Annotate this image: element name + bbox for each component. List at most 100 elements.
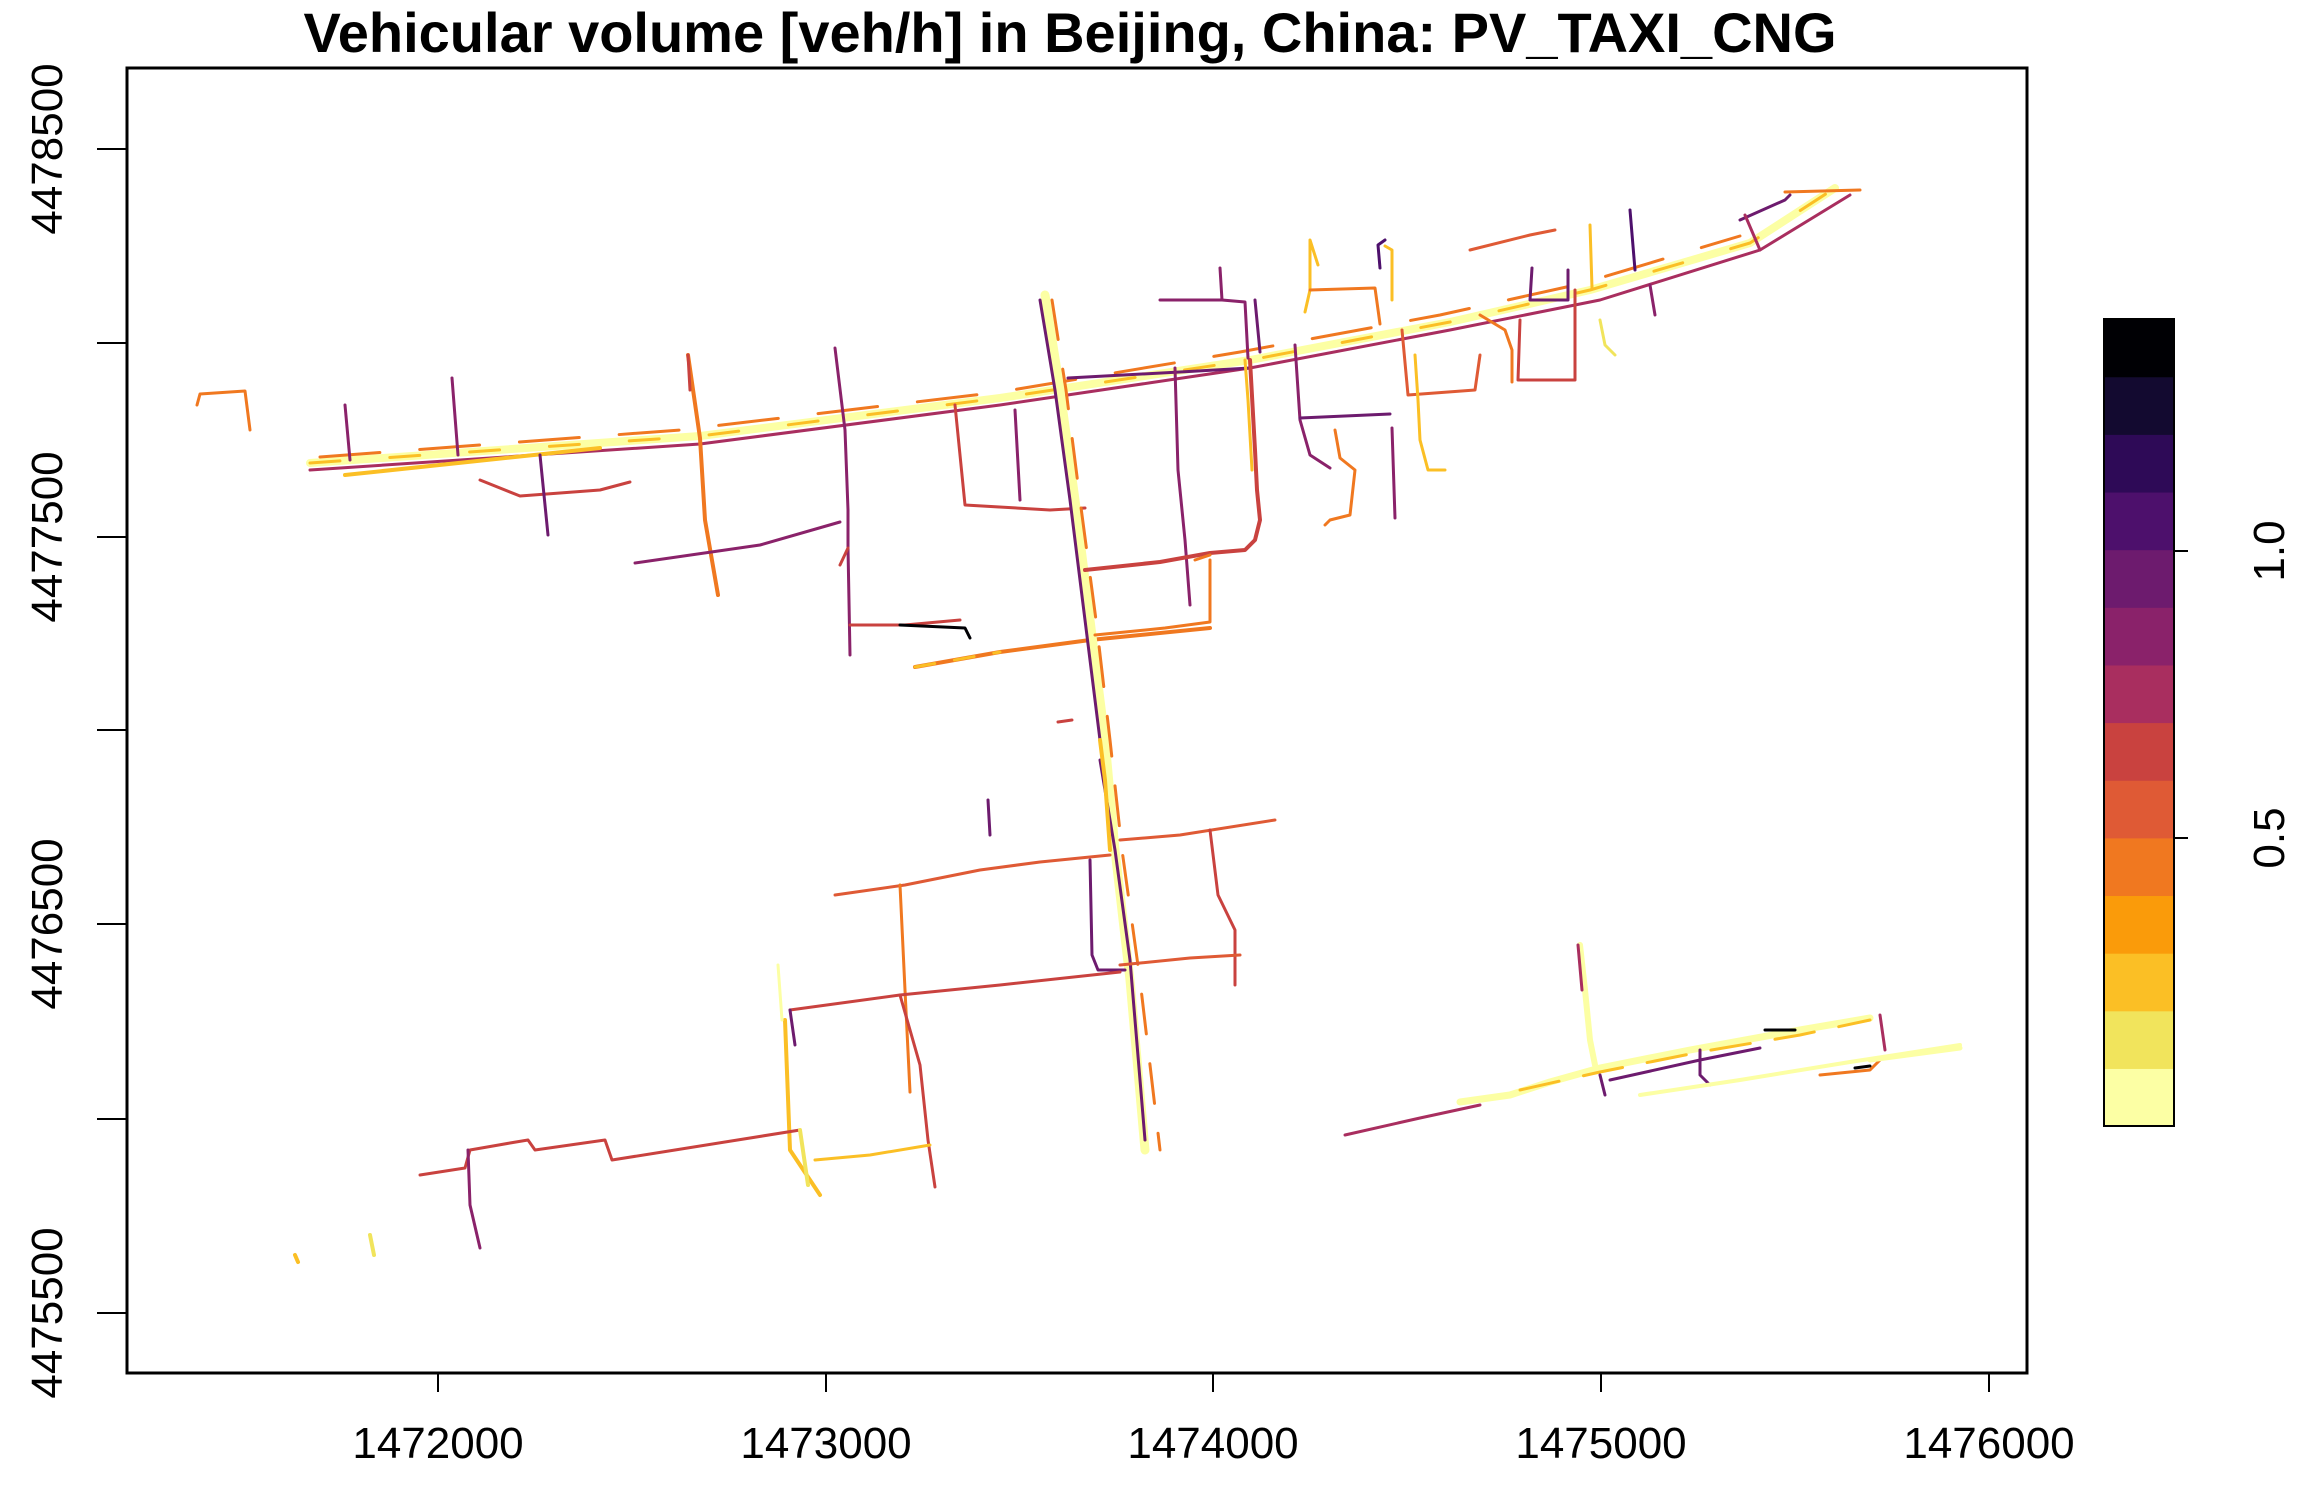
plot-frame: [125, 66, 2029, 1375]
x-tick-label: 1473000: [740, 1419, 911, 1468]
road-segment: [898, 883, 912, 1094]
x-tick-label: 1472000: [352, 1419, 523, 1468]
road-segment: [478, 478, 632, 498]
legend-swatch: [2104, 319, 2174, 378]
road-segment: [1218, 266, 1250, 360]
legend-tick-label: 0.5: [2245, 807, 2294, 868]
road-segment: [1783, 188, 1862, 194]
road-segment: [783, 1018, 822, 1197]
road-segment: [986, 798, 992, 837]
road-segment: [1040, 290, 1150, 1155]
road-segment: [293, 1253, 300, 1264]
legend-swatch: [2104, 895, 2174, 954]
road-segment: [466, 1148, 482, 1250]
road-segment: [1208, 828, 1237, 987]
road-segment: [1598, 318, 1617, 357]
road-segment: [1323, 428, 1357, 527]
road-segment: [1468, 228, 1557, 252]
road-segment: [1743, 213, 1762, 252]
x-axis: 1472000 1473000 1474000 1475000 1476000: [352, 1372, 2075, 1468]
road-segment: [1066, 366, 1252, 380]
road-segment: [1088, 858, 1127, 972]
road-segment: [1303, 238, 1320, 314]
road-segment: [418, 1128, 802, 1177]
road-segment: [833, 346, 852, 657]
road-segment: [1343, 1103, 1482, 1137]
road-segment: [1308, 286, 1382, 326]
road-segment: [538, 453, 550, 537]
y-tick-label: 4478500: [23, 63, 72, 234]
road-segment: [1853, 1064, 1872, 1070]
road-segment: [1648, 283, 1657, 317]
road-segment: [788, 1008, 797, 1047]
road-segment: [813, 1143, 932, 1162]
road-segment: [1298, 412, 1392, 420]
legend-tick-label: 1.0: [2245, 520, 2294, 581]
road-segment: [1390, 426, 1397, 520]
road-segment: [450, 376, 460, 457]
road-segment: [686, 353, 692, 392]
road-segment: [1456, 1014, 1874, 1106]
road-segment: [343, 446, 602, 477]
legend-swatch: [2104, 434, 2174, 493]
y-tick-label: 4477500: [23, 451, 72, 622]
legend-swatch: [2104, 664, 2174, 724]
road-segment: [1098, 738, 1112, 852]
road-segment: [1878, 1013, 1887, 1052]
road-segment: [1056, 718, 1074, 724]
road-segment: [1478, 313, 1514, 384]
road-segment: [633, 520, 842, 565]
road-segment: [1193, 553, 1212, 562]
road-segment: [1738, 193, 1792, 222]
road-segment: [1528, 266, 1570, 302]
road-segment: [686, 353, 720, 597]
road-segment: [1818, 1058, 1882, 1077]
y-tick-label: 4475500: [23, 1227, 72, 1398]
legend-frame: [2103, 318, 2175, 1127]
legend-swatch: [2104, 1068, 2174, 1127]
x-tick-label: 1475000: [1515, 1419, 1686, 1468]
legend-swatch: [2104, 491, 2174, 551]
road-segment: [833, 853, 1112, 897]
road-segment: [776, 963, 784, 1022]
road-segment: [308, 193, 1852, 472]
road-segment: [1598, 1073, 1607, 1097]
legend-swatch: [2104, 1010, 2174, 1069]
road-segment: [1093, 558, 1212, 637]
road-segment: [898, 623, 972, 640]
road-segment: [1576, 943, 1584, 992]
road-segment: [1867, 1045, 1963, 1063]
road-segment: [1577, 942, 1598, 1068]
road-segment: [1050, 298, 1162, 1152]
y-axis: 4475500 4476500 4477500 4478500: [23, 63, 128, 1399]
road-segment: [798, 1128, 810, 1187]
road-segment: [1013, 408, 1022, 502]
color-legend: 0.5 1.0: [2103, 318, 2294, 1127]
road-segment: [318, 234, 1742, 459]
legend-swatch: [2104, 837, 2174, 897]
road-segment: [1118, 818, 1277, 842]
road-segment: [1173, 366, 1192, 607]
road-segment: [1413, 353, 1447, 472]
road-segment: [1243, 358, 1254, 472]
road-segment: [1038, 298, 1102, 742]
road-segment: [306, 184, 1839, 467]
road-segment: [788, 970, 1122, 1012]
road-segment: [913, 650, 1002, 669]
legend-swatch: [2104, 376, 2174, 435]
legend-swatch: [2104, 953, 2174, 1012]
road-segment: [898, 993, 937, 1189]
road-segment: [913, 626, 1212, 669]
road-segment: [1516, 288, 1577, 382]
road-segment: [195, 389, 252, 432]
legend-swatch: [2104, 607, 2174, 666]
road-segment: [1588, 223, 1594, 290]
road-segment: [1253, 298, 1262, 354]
road-segment: [1400, 328, 1482, 397]
road-segment: [368, 1233, 376, 1257]
road-segment: [1083, 358, 1262, 572]
road-segment: [343, 403, 352, 462]
road-segment: [953, 403, 1087, 512]
road-segment: [838, 546, 850, 567]
